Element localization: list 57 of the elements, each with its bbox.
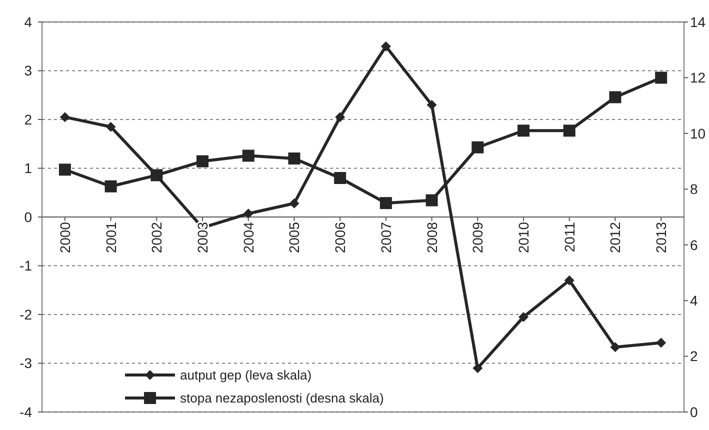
x-tick-label: 2008 — [424, 222, 440, 254]
x-tick-label: 2000 — [56, 222, 73, 254]
x-tick-label: 2010 — [516, 222, 532, 254]
point — [335, 112, 346, 122]
y2-tick-label: 12 — [690, 70, 706, 86]
y-tick-label: 0 — [24, 208, 32, 225]
point — [656, 338, 666, 348]
x-tick-label: 2013 — [653, 222, 670, 254]
point — [518, 312, 528, 322]
x-tick-label: 2006 — [332, 222, 348, 254]
x-tick-label: 2004 — [240, 222, 256, 254]
y-tick-label: -2 — [20, 306, 32, 322]
point — [58, 164, 71, 176]
point — [472, 363, 483, 374]
y-tick-label: -1 — [20, 258, 32, 274]
point — [243, 208, 254, 219]
x-tick-label: 2007 — [378, 222, 394, 254]
point — [610, 342, 620, 352]
point — [289, 198, 300, 208]
y-tick-label: 4 — [24, 14, 32, 30]
point — [426, 194, 438, 206]
point — [334, 172, 346, 184]
point — [564, 275, 574, 286]
legend-label: stopa nezaposlenosti (desna skala) — [180, 390, 384, 406]
y2-tick-label: 4 — [690, 292, 698, 308]
point — [563, 124, 576, 137]
y2-tick-label: 2 — [690, 348, 698, 364]
point — [196, 155, 208, 168]
x-tick-label: 2012 — [607, 222, 624, 254]
y2-tick-label: 8 — [690, 181, 698, 198]
x-tick-label: 2009 — [470, 222, 486, 254]
y2-tick-label: 0 — [690, 404, 698, 420]
point — [426, 100, 437, 110]
point — [60, 112, 70, 122]
y2-tick-label: 14 — [690, 14, 706, 30]
y2-tick-label: 6 — [690, 236, 698, 253]
y-tick-label: -4 — [20, 404, 32, 420]
point — [242, 150, 254, 162]
point — [609, 91, 622, 104]
point — [518, 124, 530, 137]
point — [472, 141, 484, 154]
x-tick-label: 2002 — [148, 222, 165, 254]
y-tick-label: -3 — [20, 355, 32, 372]
point — [380, 41, 391, 52]
y-tick-label: 1 — [24, 160, 32, 176]
y-tick-label: 2 — [24, 111, 32, 128]
x-tick-label: 2005 — [286, 222, 302, 254]
x-tick-label: 2011 — [561, 222, 578, 252]
x-tick-label: 2001 — [102, 222, 119, 254]
point — [106, 122, 116, 132]
y2-tick-label: 10 — [690, 125, 706, 142]
point — [655, 72, 668, 84]
y-tick-label: 3 — [24, 62, 32, 79]
point — [380, 197, 392, 210]
legend-label: autput gep (leva skala) — [180, 368, 312, 383]
point — [104, 180, 117, 192]
point — [288, 152, 300, 164]
